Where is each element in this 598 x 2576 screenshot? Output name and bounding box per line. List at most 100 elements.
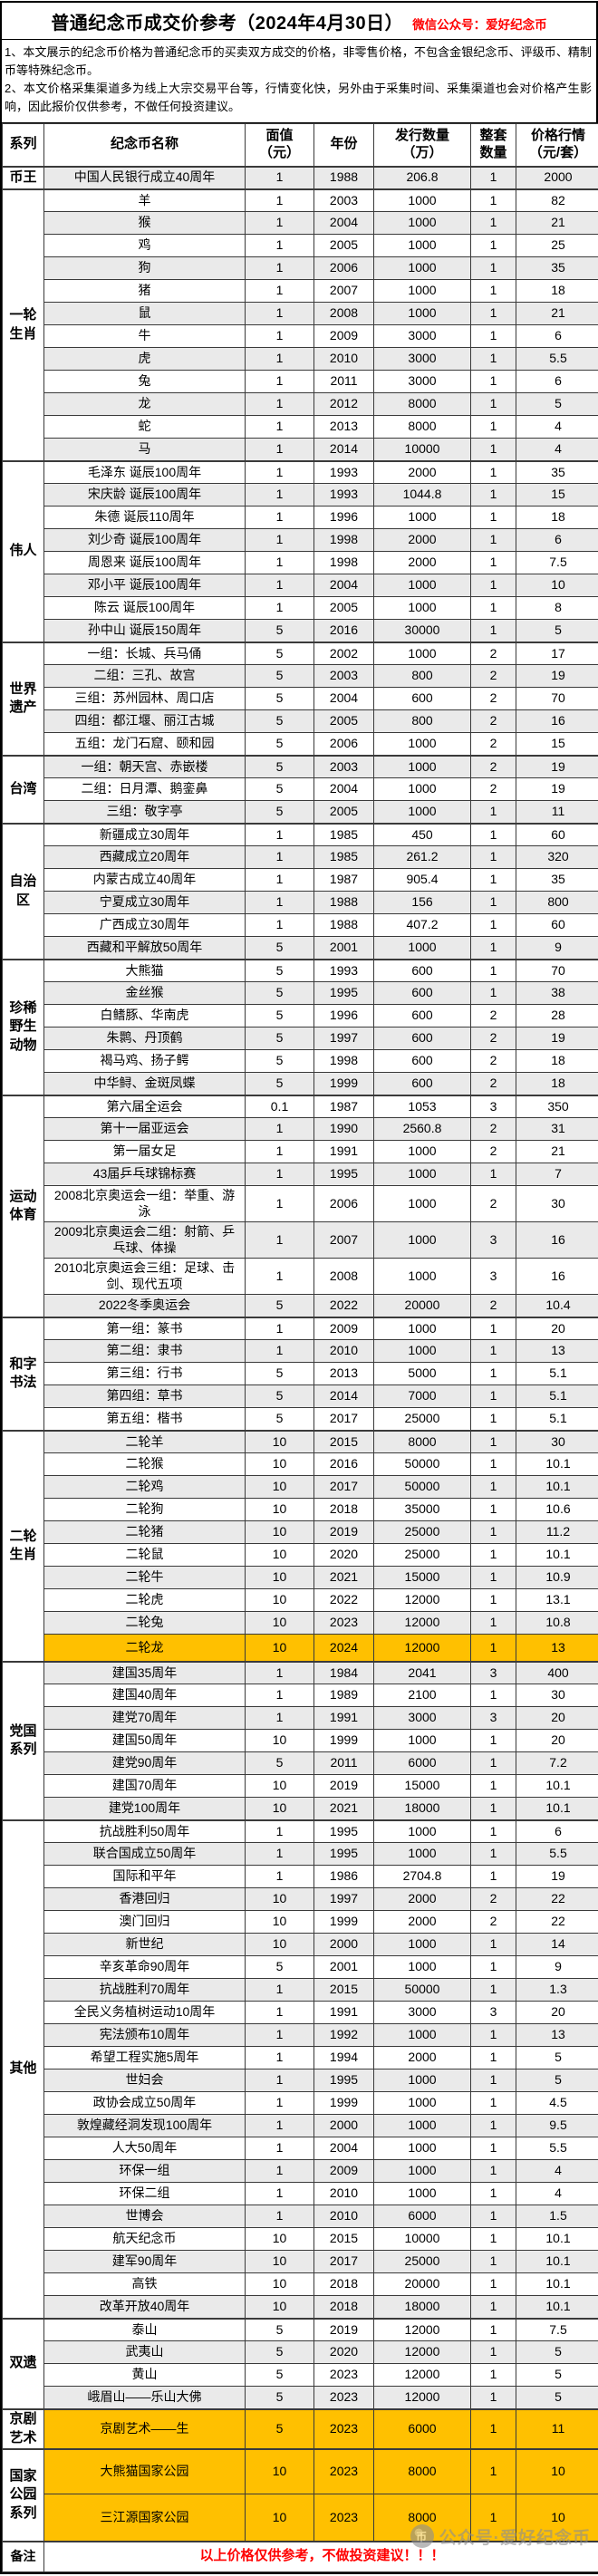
issue-quantity-cell: 1000 [373,800,471,825]
year-cell: 1998 [313,1049,374,1074]
year-cell: 1985 [313,822,374,847]
price-cell: 15 [516,732,598,757]
issue-quantity-cell: 25000 [373,1543,471,1568]
year-cell: 2011 [313,1751,374,1776]
issue-quantity-cell: 30000 [373,619,471,643]
table-row: 二轮生肖 二轮羊 10 2015 8000 1 30 [2,1429,598,1663]
set-count-cell: 1 [470,2295,516,2320]
coin-name-cell: 京剧艺术——生 [43,2407,246,2450]
coin-name-cell: 2008北京奥运会一组：举重、游泳 [43,1185,246,1223]
price-cell: 28 [516,1004,598,1028]
year-cell: 2004 [313,2137,374,2161]
year-cell: 2010 [313,1339,374,1364]
face-value-cell: 1 [245,1660,314,1685]
set-count-cell: 1 [470,2494,516,2542]
year-cell: 1991 [313,1706,374,1731]
table-row: 龙 1 2012 8000 1 5 [3,392,598,417]
year-cell: 2021 [313,1566,374,1590]
issue-quantity-cell: 1000 [373,211,471,236]
year-cell: 2000 [313,2114,374,2138]
table-row: 抗战胜利70周年 1 2015 50000 1 1.3 [3,1978,598,2002]
year-cell: 2003 [313,664,374,689]
coin-name-cell: 二轮羊 [43,1429,246,1454]
face-value-cell: 1 [245,1163,314,1187]
table-row: 牛 1 2009 3000 1 6 [3,324,598,349]
table-row: 环保二组 1 2010 1000 1 4 [3,2182,598,2206]
coin-name-cell: 建国50周年 [43,1729,246,1753]
year-cell: 1995 [313,981,374,1006]
face-value-cell: 10 [245,1498,314,1522]
table-row: 三组：敬字亭 5 2005 1000 1 11 [3,800,598,825]
set-count-cell: 1 [470,619,516,643]
face-value-cell: 1 [245,438,314,462]
set-count-cell: 3 [470,1221,516,1259]
face-value-cell: 1 [245,1684,314,1708]
coin-name-cell: 建国70周年 [43,1774,246,1799]
issue-quantity-cell: 1000 [373,1819,471,1844]
set-count-cell: 3 [470,1094,516,1119]
price-cell: 10.1 [516,1543,598,1568]
table-row: 三组：苏州园林、周口店 5 2004 600 2 70 [3,687,598,711]
coin-name-cell: 猴 [43,211,246,236]
issue-quantity-cell: 25000 [373,1407,471,1432]
price-cell: 10.8 [516,1611,598,1635]
set-count-cell: 2 [470,1185,516,1223]
section-label: 和字书法 [2,1316,44,1432]
face-value-cell: 1 [245,1258,314,1296]
face-value-cell: 1 [245,528,314,553]
issue-quantity-cell: 1000 [373,754,471,779]
year-cell: 2015 [313,2227,374,2252]
year-cell: 2018 [313,1498,374,1522]
section-label: 二轮生肖 [2,1429,44,1663]
year-cell: 2022 [313,1294,374,1318]
table-row: 二组：三孔、故宫 5 2003 800 2 19 [3,664,598,689]
face-value-cell: 10 [245,1910,314,1934]
table-row: 高铁 10 2018 20000 1 10.1 [3,2272,598,2297]
face-value-cell: 1 [245,1865,314,1889]
year-cell: 2004 [313,687,374,711]
issue-quantity-cell: 8000 [373,2447,471,2495]
face-value-cell: 1 [245,256,314,281]
price-cell: 9 [516,1955,598,1980]
table-row: 三江源国家公园 10 2023 8000 1 10 [3,2494,598,2542]
issue-quantity-cell: 8000 [373,415,471,439]
year-cell: 2019 [313,1520,374,1545]
price-cell: 9 [516,936,598,960]
set-count-cell: 1 [470,913,516,938]
issue-quantity-cell: 407.2 [373,913,471,938]
face-value-cell: 1 [245,459,314,485]
face-value-cell: 1 [245,2114,314,2138]
set-count-cell: 1 [470,551,516,575]
year-cell: 1999 [313,1729,374,1753]
coin-name-cell: 辛亥革命90周年 [43,1955,246,1980]
year-cell: 2013 [313,1362,374,1386]
year-cell: 1999 [313,1910,374,1934]
coin-name-cell: 猪 [43,279,246,304]
table-row: 建国40周年 1 1989 2100 1 30 [3,1684,598,1708]
coin-name-cell: 西藏成立20周年 [43,845,246,870]
issue-quantity-cell: 1000 [373,1140,471,1164]
issue-quantity-cell: 261.2 [373,845,471,870]
year-cell: 1987 [313,1094,374,1119]
face-value-cell: 10 [245,1520,314,1545]
set-count-cell: 1 [470,392,516,417]
year-cell: 1996 [313,1004,374,1028]
face-value-cell: 1 [245,188,314,213]
set-count-cell: 2 [470,709,516,734]
issue-quantity-cell: 1000 [373,1258,471,1296]
issue-quantity-cell: 905.4 [373,868,471,892]
header-row: 系列 纪念币名称 面值 （元） 年份 发行数量 （万） 整套 数量 价格行情 （… [2,122,598,168]
face-value-cell: 5 [245,1751,314,1776]
year-cell: 2011 [313,370,374,394]
face-value-cell: 5 [245,754,314,779]
issue-quantity-cell: 10000 [373,2227,471,2252]
price-cell: 10 [516,574,598,598]
table-row: 建军90周年 10 2017 25000 1 10.1 [3,2250,598,2274]
table-row: 希望工程实施5周年 1 1994 2000 1 5 [3,2046,598,2070]
section-label: 国家公园系列 [2,2447,44,2542]
table-row: 建国70周年 10 2019 15000 1 10.1 [3,1774,598,1799]
face-value-cell: 5 [245,800,314,825]
face-value-cell: 10 [245,1543,314,1568]
coin-name-cell: 鸡 [43,234,246,258]
price-cell: 60 [516,913,598,938]
